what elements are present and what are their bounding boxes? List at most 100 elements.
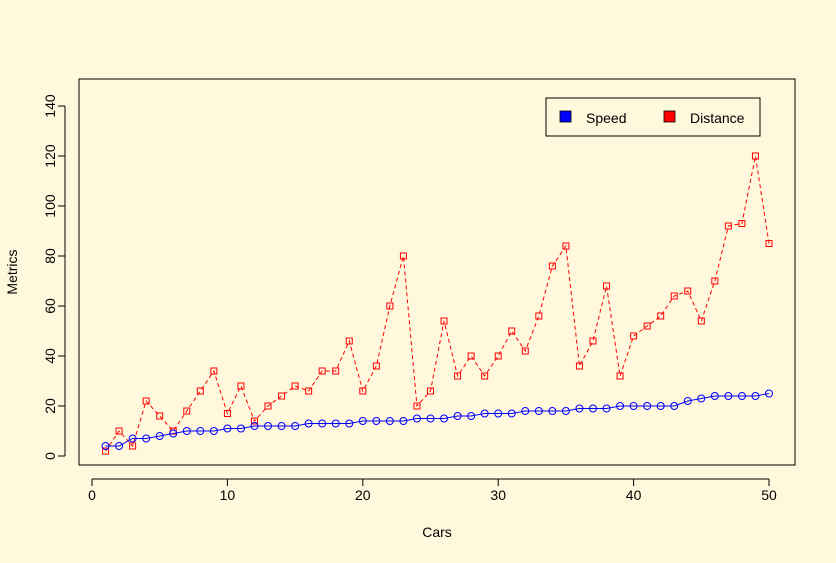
y-tick-label: 0 — [42, 452, 58, 460]
data-point-speed — [737, 392, 746, 400]
data-point-speed — [467, 412, 476, 420]
legend-label-speed: Speed — [586, 110, 626, 126]
data-point-speed — [358, 417, 367, 425]
y-tick-label: 20 — [42, 398, 58, 414]
data-point-speed — [385, 417, 394, 425]
data-point-distance — [250, 417, 258, 425]
data-point-speed — [765, 389, 773, 398]
data-point-distance — [318, 367, 326, 375]
data-point-speed — [588, 404, 597, 413]
x-tick-label: 0 — [88, 487, 96, 503]
data-point-distance — [589, 337, 597, 345]
data-point-distance — [751, 152, 759, 160]
data-point-speed — [548, 407, 557, 415]
data-point-speed — [494, 409, 503, 418]
data-point-speed — [169, 429, 178, 438]
data-point-speed — [223, 424, 232, 433]
data-point-distance — [738, 220, 746, 227]
data-point-speed — [534, 407, 543, 415]
data-point-distance — [142, 397, 150, 405]
legend-swatch-distance — [663, 110, 676, 123]
y-tick-label: 120 — [42, 144, 58, 168]
data-point-distance — [264, 402, 272, 410]
legend-label-distance: Distance — [690, 110, 745, 126]
data-point-speed — [291, 422, 300, 430]
data-point-speed — [656, 402, 665, 410]
data-point-distance — [399, 252, 407, 260]
data-point-distance — [521, 347, 529, 355]
data-point-speed — [683, 397, 692, 405]
data-point-speed — [142, 434, 151, 443]
data-point-speed — [236, 424, 245, 433]
data-point-speed — [507, 409, 516, 418]
data-point-distance — [372, 362, 380, 370]
data-point-speed — [331, 419, 340, 428]
data-point-speed — [710, 392, 719, 400]
data-point-speed — [277, 422, 286, 430]
y-tick-label: 60 — [42, 298, 58, 314]
data-point-distance — [278, 392, 286, 400]
data-point-distance — [697, 317, 705, 325]
data-point-distance — [670, 292, 678, 300]
data-point-speed — [345, 419, 354, 428]
plot-area-frame — [78, 78, 796, 466]
data-point-speed — [196, 427, 205, 435]
data-point-distance — [643, 322, 651, 330]
data-point-speed — [561, 407, 570, 415]
data-point-speed — [128, 434, 137, 443]
data-point-speed — [372, 417, 381, 425]
data-point-distance — [508, 327, 516, 335]
data-point-distance — [467, 352, 475, 360]
series-layer — [101, 152, 773, 455]
data-point-speed — [182, 427, 191, 435]
data-point-distance — [535, 312, 543, 320]
series-line-speed — [105, 393, 770, 447]
data-point-distance — [575, 362, 583, 370]
data-point-distance — [481, 372, 489, 380]
y-axis-label: Metrics — [4, 249, 20, 294]
y-tick-label: 140 — [42, 94, 58, 118]
data-point-distance — [630, 332, 638, 340]
data-point-speed — [440, 414, 449, 423]
data-point-speed — [751, 392, 760, 400]
data-point-speed — [426, 414, 435, 423]
x-tick-label: 10 — [220, 487, 236, 503]
data-point-speed — [670, 402, 679, 410]
data-point-distance — [115, 427, 123, 435]
data-point-speed — [115, 442, 124, 450]
data-point-speed — [318, 419, 327, 428]
x-tick-label: 50 — [761, 487, 777, 503]
y-tick-label: 100 — [42, 194, 58, 218]
data-point-distance — [616, 372, 624, 380]
data-point-distance — [345, 337, 353, 345]
data-point-speed — [697, 394, 706, 403]
data-point-distance — [237, 382, 245, 390]
data-point-distance — [210, 367, 218, 375]
data-point-speed — [412, 414, 421, 423]
data-point-distance — [548, 262, 556, 270]
data-point-speed — [101, 442, 110, 450]
data-point-speed — [453, 412, 462, 420]
data-point-distance — [291, 382, 299, 390]
data-point-distance — [305, 387, 313, 395]
data-point-distance — [156, 412, 164, 420]
x-tick-label: 20 — [355, 487, 371, 503]
data-point-distance — [183, 407, 191, 415]
x-axis-label: Cars — [422, 524, 452, 540]
data-point-speed — [209, 427, 218, 435]
data-point-distance — [603, 282, 611, 290]
data-point-speed — [616, 402, 625, 410]
data-point-distance — [765, 240, 773, 247]
data-point-distance — [359, 387, 367, 395]
data-point-speed — [521, 407, 530, 415]
data-point-speed — [399, 417, 408, 425]
data-point-distance — [454, 372, 462, 380]
data-point-speed — [602, 404, 611, 413]
data-point-distance — [196, 387, 204, 395]
data-point-distance — [129, 442, 137, 450]
data-point-distance — [684, 287, 692, 295]
y-tick-label: 80 — [42, 248, 58, 264]
series-line-distance — [105, 155, 770, 452]
data-point-speed — [629, 402, 638, 410]
